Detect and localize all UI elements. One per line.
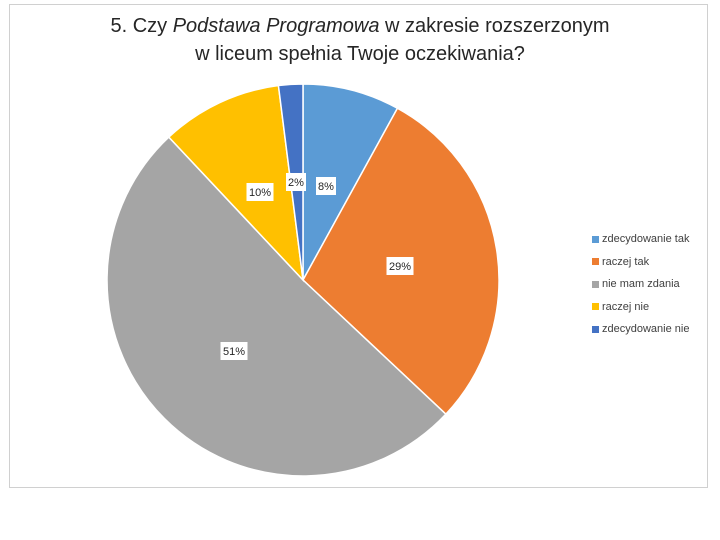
data-label-box-nie-mam-zdania xyxy=(220,342,248,360)
title-suffix: w zakresie rozszerzonym xyxy=(379,15,610,37)
data-label-box-zdecydowanie-tak xyxy=(316,177,336,195)
legend-swatch-raczej-nie xyxy=(592,303,599,311)
title-italic: Podstawa Programowa xyxy=(172,15,380,37)
legend-swatch-raczej-tak xyxy=(592,258,599,266)
legend-item-nie-mam-zdania: nie mam zdania xyxy=(592,273,689,296)
legend-label-raczej-tak: raczej tak xyxy=(602,255,650,268)
data-label-zdecydowanie-nie: 2% xyxy=(288,177,304,189)
data-label-zdecydowanie-tak: 8% xyxy=(318,181,334,193)
data-label-box-raczej-nie xyxy=(246,183,274,201)
legend-swatch-zdecydowanie-tak xyxy=(592,235,599,243)
data-label-box-raczej-tak xyxy=(386,257,414,275)
legend-item-zdecydowanie-tak: zdecydowanie tak xyxy=(592,228,689,251)
legend-label-raczej-nie: raczej nie xyxy=(602,300,650,313)
pie-slice-zdecydowanie-tak xyxy=(302,83,399,281)
data-label-nie-mam-zdania: 51% xyxy=(223,346,245,358)
title-prefix: 5. Czy xyxy=(110,15,173,37)
pie-slice-raczej-nie xyxy=(167,84,305,283)
chart-title: 5. Czy Podstawa Programowa w zakresie ro… xyxy=(0,12,720,68)
chart-title-line1: 5. Czy Podstawa Programowa w zakresie ro… xyxy=(0,12,720,40)
legend-swatch-zdecydowanie-nie xyxy=(592,325,599,333)
legend-label-nie-mam-zdania: nie mam zdania xyxy=(602,278,680,291)
data-label-raczej-tak: 29% xyxy=(389,261,411,273)
data-label-box-zdecydowanie-nie xyxy=(286,173,306,191)
data-label-raczej-nie: 10% xyxy=(249,187,271,199)
legend-item-raczej-nie: raczej nie xyxy=(592,296,689,319)
chart-title-line2: w liceum spełnia Twoje oczekiwania? xyxy=(195,43,525,65)
legend-label-zdecydowanie-tak: zdecydowanie tak xyxy=(602,233,690,246)
legend-item-raczej-tak: raczej tak xyxy=(592,251,689,274)
pie-slice-nie-mam-zdania xyxy=(106,136,447,477)
legend-swatch-nie-mam-zdania xyxy=(592,280,599,288)
legend-label-zdecydowanie-nie: zdecydowanie nie xyxy=(602,323,690,336)
legend-item-zdecydowanie-nie: zdecydowanie nie xyxy=(592,318,689,341)
chart-legend: zdecydowanie tak raczej tak nie mam zdania… xyxy=(592,228,689,341)
